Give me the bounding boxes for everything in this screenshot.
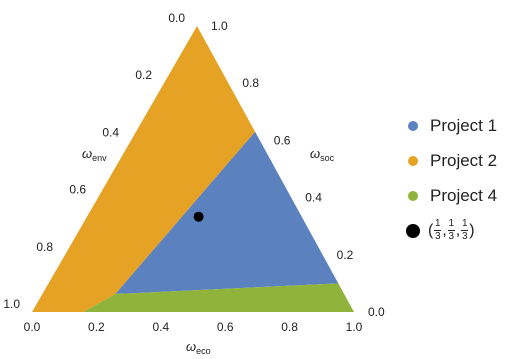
env-tick-label: 0.4 <box>102 125 119 139</box>
legend-swatch <box>408 120 418 131</box>
env-tick-label: 0.8 <box>36 240 53 254</box>
regions <box>32 26 355 312</box>
legend-label: Project 2 <box>430 150 498 170</box>
region-project-4 <box>83 283 354 312</box>
eco-tick-label: 0.6 <box>217 320 234 334</box>
eco-tick-label: 0.2 <box>88 320 105 334</box>
soc-tick-label: 1.0 <box>211 19 228 33</box>
legend-swatch <box>408 155 418 166</box>
eco-axis-title: ωeco <box>186 339 211 356</box>
eco-tick-label: 0.0 <box>24 320 41 334</box>
legend-point-marker <box>406 223 420 238</box>
soc-tick-label: 0.8 <box>242 76 259 90</box>
legend-item-project-1: Project 1 <box>408 108 497 143</box>
legend-item-project-2: Project 2 <box>408 143 497 178</box>
soc-axis-title: ωsoc <box>310 146 335 163</box>
env-axis-title: ωenv <box>82 146 107 163</box>
eco-tick-label: 0.4 <box>152 320 169 334</box>
soc-tick-label: 0.0 <box>368 305 385 319</box>
legend-swatch <box>408 190 418 201</box>
soc-tick-label: 0.4 <box>305 191 322 205</box>
legend-label: Project 1 <box>430 115 498 135</box>
legend-label: Project 4 <box>430 185 498 205</box>
region-project-1 <box>115 131 355 312</box>
env-tick-label: 1.0 <box>3 297 20 311</box>
legend-item-project-4: Project 4 <box>408 178 497 213</box>
region-project-2 <box>32 26 256 312</box>
env-tick-label: 0.6 <box>69 183 86 197</box>
env-tick-label: 0.0 <box>168 11 185 25</box>
tick-labels: 0.0 0.2 0.4 0.6 0.8 1.0 1.0 0.8 0.6 0.4 0.2 0.0 0.0 0… <box>3 11 385 334</box>
eco-tick-label: 0.8 <box>281 320 298 334</box>
eco-tick-label: 1.0 <box>346 320 363 334</box>
soc-tick-label: 0.6 <box>274 133 291 147</box>
env-tick-label: 0.2 <box>135 68 152 82</box>
equal-weight-point <box>193 211 204 222</box>
soc-tick-label: 0.2 <box>337 248 354 262</box>
